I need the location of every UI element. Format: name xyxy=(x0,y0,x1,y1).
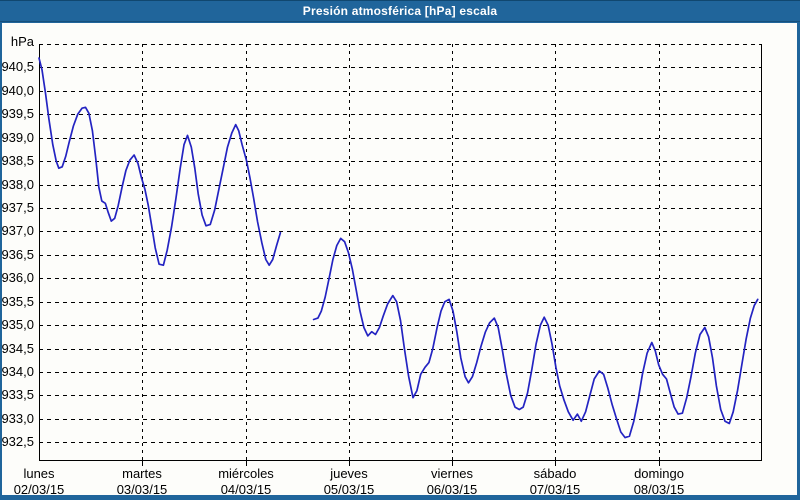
y-axis-unit-label: hPa xyxy=(10,34,34,49)
x-day-name-label: lunes xyxy=(23,466,55,481)
x-day-date-label: 05/03/15 xyxy=(323,482,375,497)
window-title: Presión atmosférica [hPa] escala xyxy=(302,4,498,18)
y-tick-label: 937,5 xyxy=(1,200,34,215)
x-day-name-label: domingo xyxy=(634,466,684,481)
y-tick-label: 939,0 xyxy=(1,130,34,145)
y-tick-label: 938,5 xyxy=(1,153,34,168)
x-day-name-label: miércoles xyxy=(218,466,274,481)
y-tick-label: 940,0 xyxy=(1,83,34,98)
y-tick-label: 934,5 xyxy=(1,341,34,356)
x-day-name-label: sábado xyxy=(533,466,577,481)
y-tick-label: 932,5 xyxy=(1,434,34,449)
y-tick-label: 938,0 xyxy=(1,177,34,192)
y-tick-label: 936,0 xyxy=(1,270,34,285)
x-day-date-label: 02/03/15 xyxy=(13,482,65,497)
pressure-series-line xyxy=(312,237,759,439)
y-tick-label: 936,5 xyxy=(1,247,34,262)
x-day-date-label: 03/03/15 xyxy=(116,482,168,497)
chart-panel xyxy=(2,23,797,495)
y-tick-label: 937,0 xyxy=(1,223,34,238)
x-day-date-label: 07/03/15 xyxy=(529,482,581,497)
y-tick-label: 934,0 xyxy=(1,364,34,379)
pressure-line-chart xyxy=(38,44,762,466)
y-tick-label: 935,5 xyxy=(1,294,34,309)
x-day-date-label: 04/03/15 xyxy=(220,482,272,497)
pressure-series-line xyxy=(38,57,282,267)
x-day-name-label: martes xyxy=(122,466,162,481)
y-tick-label: 940,5 xyxy=(1,59,34,74)
x-day-name-label: jueves xyxy=(330,466,368,481)
x-day-date-label: 08/03/15 xyxy=(633,482,685,497)
y-tick-label: 935,0 xyxy=(1,317,34,332)
x-day-date-label: 06/03/15 xyxy=(426,482,478,497)
y-tick-label: 933,5 xyxy=(1,387,34,402)
x-day-name-label: viernes xyxy=(431,466,473,481)
y-tick-label: 933,0 xyxy=(1,411,34,426)
y-tick-label: 939,5 xyxy=(1,106,34,121)
window-title-bar: Presión atmosférica [hPa] escala xyxy=(0,0,800,22)
